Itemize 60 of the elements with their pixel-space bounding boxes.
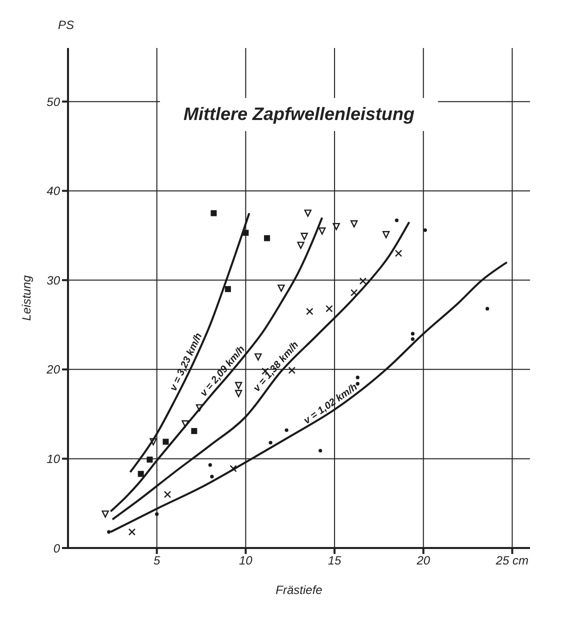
point: [230, 464, 237, 472]
point: [394, 250, 402, 257]
point: [182, 420, 189, 428]
x-tick-label: 15: [328, 554, 342, 568]
point: [254, 353, 262, 361]
point: [264, 235, 270, 242]
y-axis-title: Leistung: [19, 274, 34, 321]
point: [332, 222, 340, 230]
point: [210, 474, 214, 478]
point: [300, 232, 308, 240]
point: [410, 337, 415, 341]
y-tick-label: 40: [46, 184, 60, 198]
y-tick-label: 50: [46, 94, 60, 109]
point: [146, 456, 153, 463]
point: [356, 376, 360, 380]
point: [394, 218, 399, 222]
point: [164, 490, 172, 498]
point: [318, 227, 326, 235]
point: [162, 438, 169, 445]
y-tick-label: 20: [46, 362, 60, 377]
point: [423, 228, 427, 232]
x-axis-title: Frästiefe: [276, 583, 323, 597]
point: [191, 428, 198, 434]
point: [138, 470, 144, 477]
point: [350, 289, 358, 296]
text: Mittlere Zapfwellenleistung: [160, 98, 438, 131]
point: [306, 308, 314, 315]
point: [210, 210, 217, 216]
point: [107, 530, 111, 534]
y-tick-label: 30: [46, 273, 60, 288]
x-tick-label: 20: [416, 554, 430, 568]
point: [224, 286, 231, 292]
x-tick-label: 5: [154, 554, 160, 568]
point: [128, 528, 136, 536]
point: [234, 390, 242, 398]
point: [350, 220, 358, 228]
point: [318, 448, 322, 452]
point: [297, 242, 304, 249]
point: [242, 230, 249, 236]
point: [196, 404, 204, 412]
point: [278, 284, 285, 292]
y-tick-label: 10: [46, 452, 60, 466]
x-tick-label: 10: [239, 554, 253, 568]
text: PS: [58, 18, 74, 32]
point: [208, 463, 212, 467]
x-tick-label: 25 cm: [494, 554, 529, 568]
point: [288, 366, 296, 374]
point: [155, 512, 159, 516]
point: [268, 440, 272, 444]
point: [102, 510, 109, 518]
point: [284, 428, 288, 432]
point: [410, 332, 415, 336]
point: [326, 305, 333, 312]
point: [382, 231, 390, 238]
point: [150, 438, 157, 446]
y-tick-label: 0: [53, 541, 60, 556]
point: [359, 277, 367, 285]
point: [486, 306, 490, 311]
point: [304, 210, 312, 217]
point: [234, 382, 242, 390]
